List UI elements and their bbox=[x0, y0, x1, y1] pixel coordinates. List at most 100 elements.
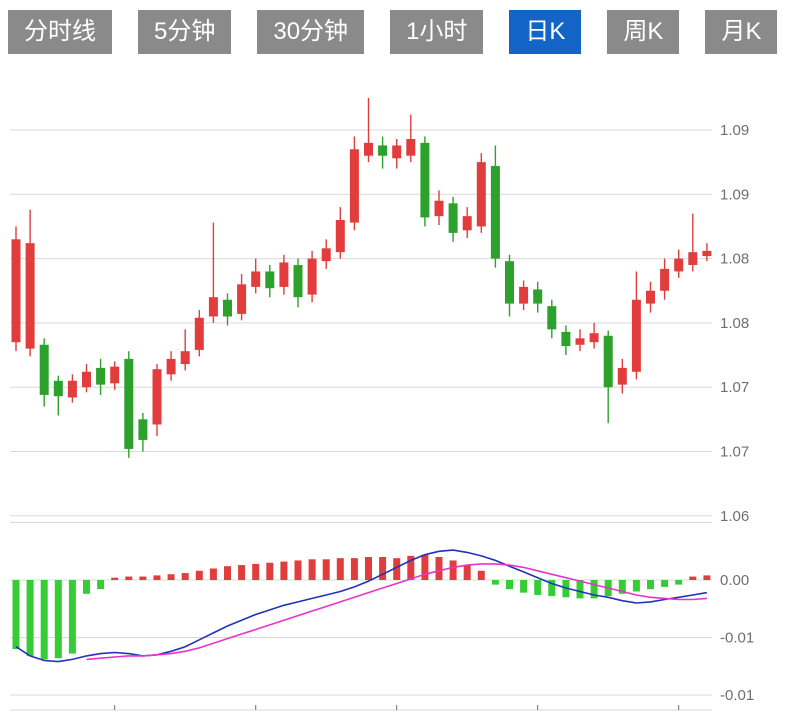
candle-body bbox=[11, 239, 21, 343]
macd-bar bbox=[12, 580, 20, 649]
macd-bar bbox=[548, 580, 556, 597]
macd-bar bbox=[280, 561, 288, 580]
macd-bar bbox=[449, 560, 457, 580]
dea-line bbox=[86, 563, 707, 661]
candle-body bbox=[180, 351, 190, 365]
price-axis-label: 1.08 bbox=[720, 251, 749, 268]
macd-bar bbox=[576, 580, 584, 599]
tab-monthly-k[interactable]: 月K bbox=[705, 10, 778, 54]
candle-body bbox=[194, 317, 204, 350]
macd-bar bbox=[97, 580, 105, 590]
macd-bar bbox=[308, 559, 316, 580]
candle-body bbox=[124, 358, 134, 449]
price-axis-label: 1.09 bbox=[720, 186, 749, 203]
macd-axis-label: -0.01 bbox=[720, 687, 754, 704]
candle-body bbox=[575, 338, 585, 345]
candle-body bbox=[335, 220, 345, 253]
x-axis bbox=[10, 705, 712, 711]
candle-body bbox=[476, 162, 486, 227]
price-axis-label: 1.07 bbox=[720, 444, 749, 461]
macd-axis-label: 0.00 bbox=[720, 572, 749, 589]
candle-body bbox=[279, 262, 289, 287]
tab-daily-k[interactable]: 日K bbox=[509, 10, 582, 54]
candle-body bbox=[589, 333, 599, 343]
macd-bar bbox=[632, 580, 640, 592]
candle-body bbox=[448, 203, 458, 233]
candlestick-macd-chart[interactable]: 1.09 1.09 1.08 1.08 1.07 1.07 1.06 0.00 -0.01 -0.… bbox=[0, 62, 790, 715]
candle-body bbox=[646, 290, 655, 304]
macd-bar bbox=[689, 576, 697, 580]
candle-body bbox=[702, 250, 712, 257]
macd-bar bbox=[435, 557, 443, 580]
macd-bar bbox=[266, 562, 274, 580]
interval-toolbar: 分时线 5分钟 30分钟 1小时 日K 周K 月K bbox=[0, 0, 790, 62]
candle-body bbox=[406, 139, 416, 156]
macd-bar bbox=[83, 580, 90, 594]
macd-bar bbox=[703, 575, 711, 580]
macd-bar bbox=[224, 566, 231, 580]
macd-bar bbox=[139, 576, 147, 580]
candle-body bbox=[208, 297, 218, 317]
candle-body bbox=[96, 367, 106, 385]
candle-body bbox=[67, 380, 77, 398]
macd-bar bbox=[167, 574, 175, 580]
macd-bar bbox=[40, 580, 48, 660]
candle-body bbox=[631, 299, 641, 372]
candle-body bbox=[237, 284, 247, 314]
macd-bar bbox=[421, 554, 429, 580]
macd-bar bbox=[125, 576, 133, 580]
candle-body bbox=[364, 142, 373, 156]
macd-bar bbox=[491, 580, 499, 585]
candle-body bbox=[533, 289, 543, 304]
macd-bar bbox=[322, 559, 330, 580]
macd-bar bbox=[195, 570, 203, 580]
candle-body bbox=[617, 367, 627, 385]
macd-bar bbox=[675, 580, 683, 585]
candle-body bbox=[25, 243, 35, 349]
candle-body bbox=[223, 299, 232, 317]
macd-bar bbox=[68, 580, 76, 654]
macd-bar bbox=[336, 558, 344, 580]
candle-body bbox=[265, 271, 275, 289]
candle-body bbox=[660, 268, 670, 291]
macd-bar bbox=[407, 555, 415, 580]
tab-time-line[interactable]: 分时线 bbox=[8, 10, 112, 54]
chart-area: 1.09 1.09 1.08 1.08 1.07 1.07 1.06 0.00 -0.01 -0.… bbox=[0, 62, 790, 715]
macd-axis-label: -0.01 bbox=[720, 630, 754, 647]
macd-bar bbox=[393, 558, 401, 580]
macd-bar bbox=[181, 573, 189, 580]
macd-bar bbox=[238, 565, 246, 580]
candle-body bbox=[53, 380, 63, 397]
candle-body bbox=[519, 286, 529, 304]
candle-body bbox=[152, 369, 162, 425]
macd-bar bbox=[26, 580, 34, 656]
candle-body bbox=[110, 366, 120, 384]
macd-bar bbox=[647, 580, 654, 590]
candle-body bbox=[307, 258, 317, 295]
macd-histogram bbox=[12, 554, 711, 660]
macd-bar bbox=[54, 580, 62, 659]
candle-body bbox=[420, 142, 430, 218]
tab-5min[interactable]: 5分钟 bbox=[138, 10, 232, 54]
candle-body bbox=[674, 258, 684, 272]
macd-bar bbox=[520, 580, 528, 593]
price-axis-label: 1.09 bbox=[720, 122, 749, 139]
candle-body bbox=[39, 344, 49, 395]
candle-body bbox=[321, 248, 331, 262]
macd-bar bbox=[209, 568, 217, 580]
tab-30min[interactable]: 30分钟 bbox=[257, 10, 365, 54]
candle-body bbox=[293, 265, 303, 298]
candle-body bbox=[434, 200, 444, 217]
tab-weekly-k[interactable]: 周K bbox=[607, 10, 680, 54]
macd-bar bbox=[463, 565, 471, 580]
candle-body bbox=[251, 271, 261, 287]
tab-1hour[interactable]: 1小时 bbox=[390, 10, 484, 54]
candle-body bbox=[505, 261, 514, 304]
macd-bar bbox=[350, 558, 358, 580]
candles bbox=[11, 97, 712, 458]
macd-bar bbox=[153, 575, 161, 580]
candle-body bbox=[349, 149, 359, 223]
macd-bar bbox=[477, 570, 485, 580]
price-axis-label: 1.06 bbox=[720, 508, 749, 525]
